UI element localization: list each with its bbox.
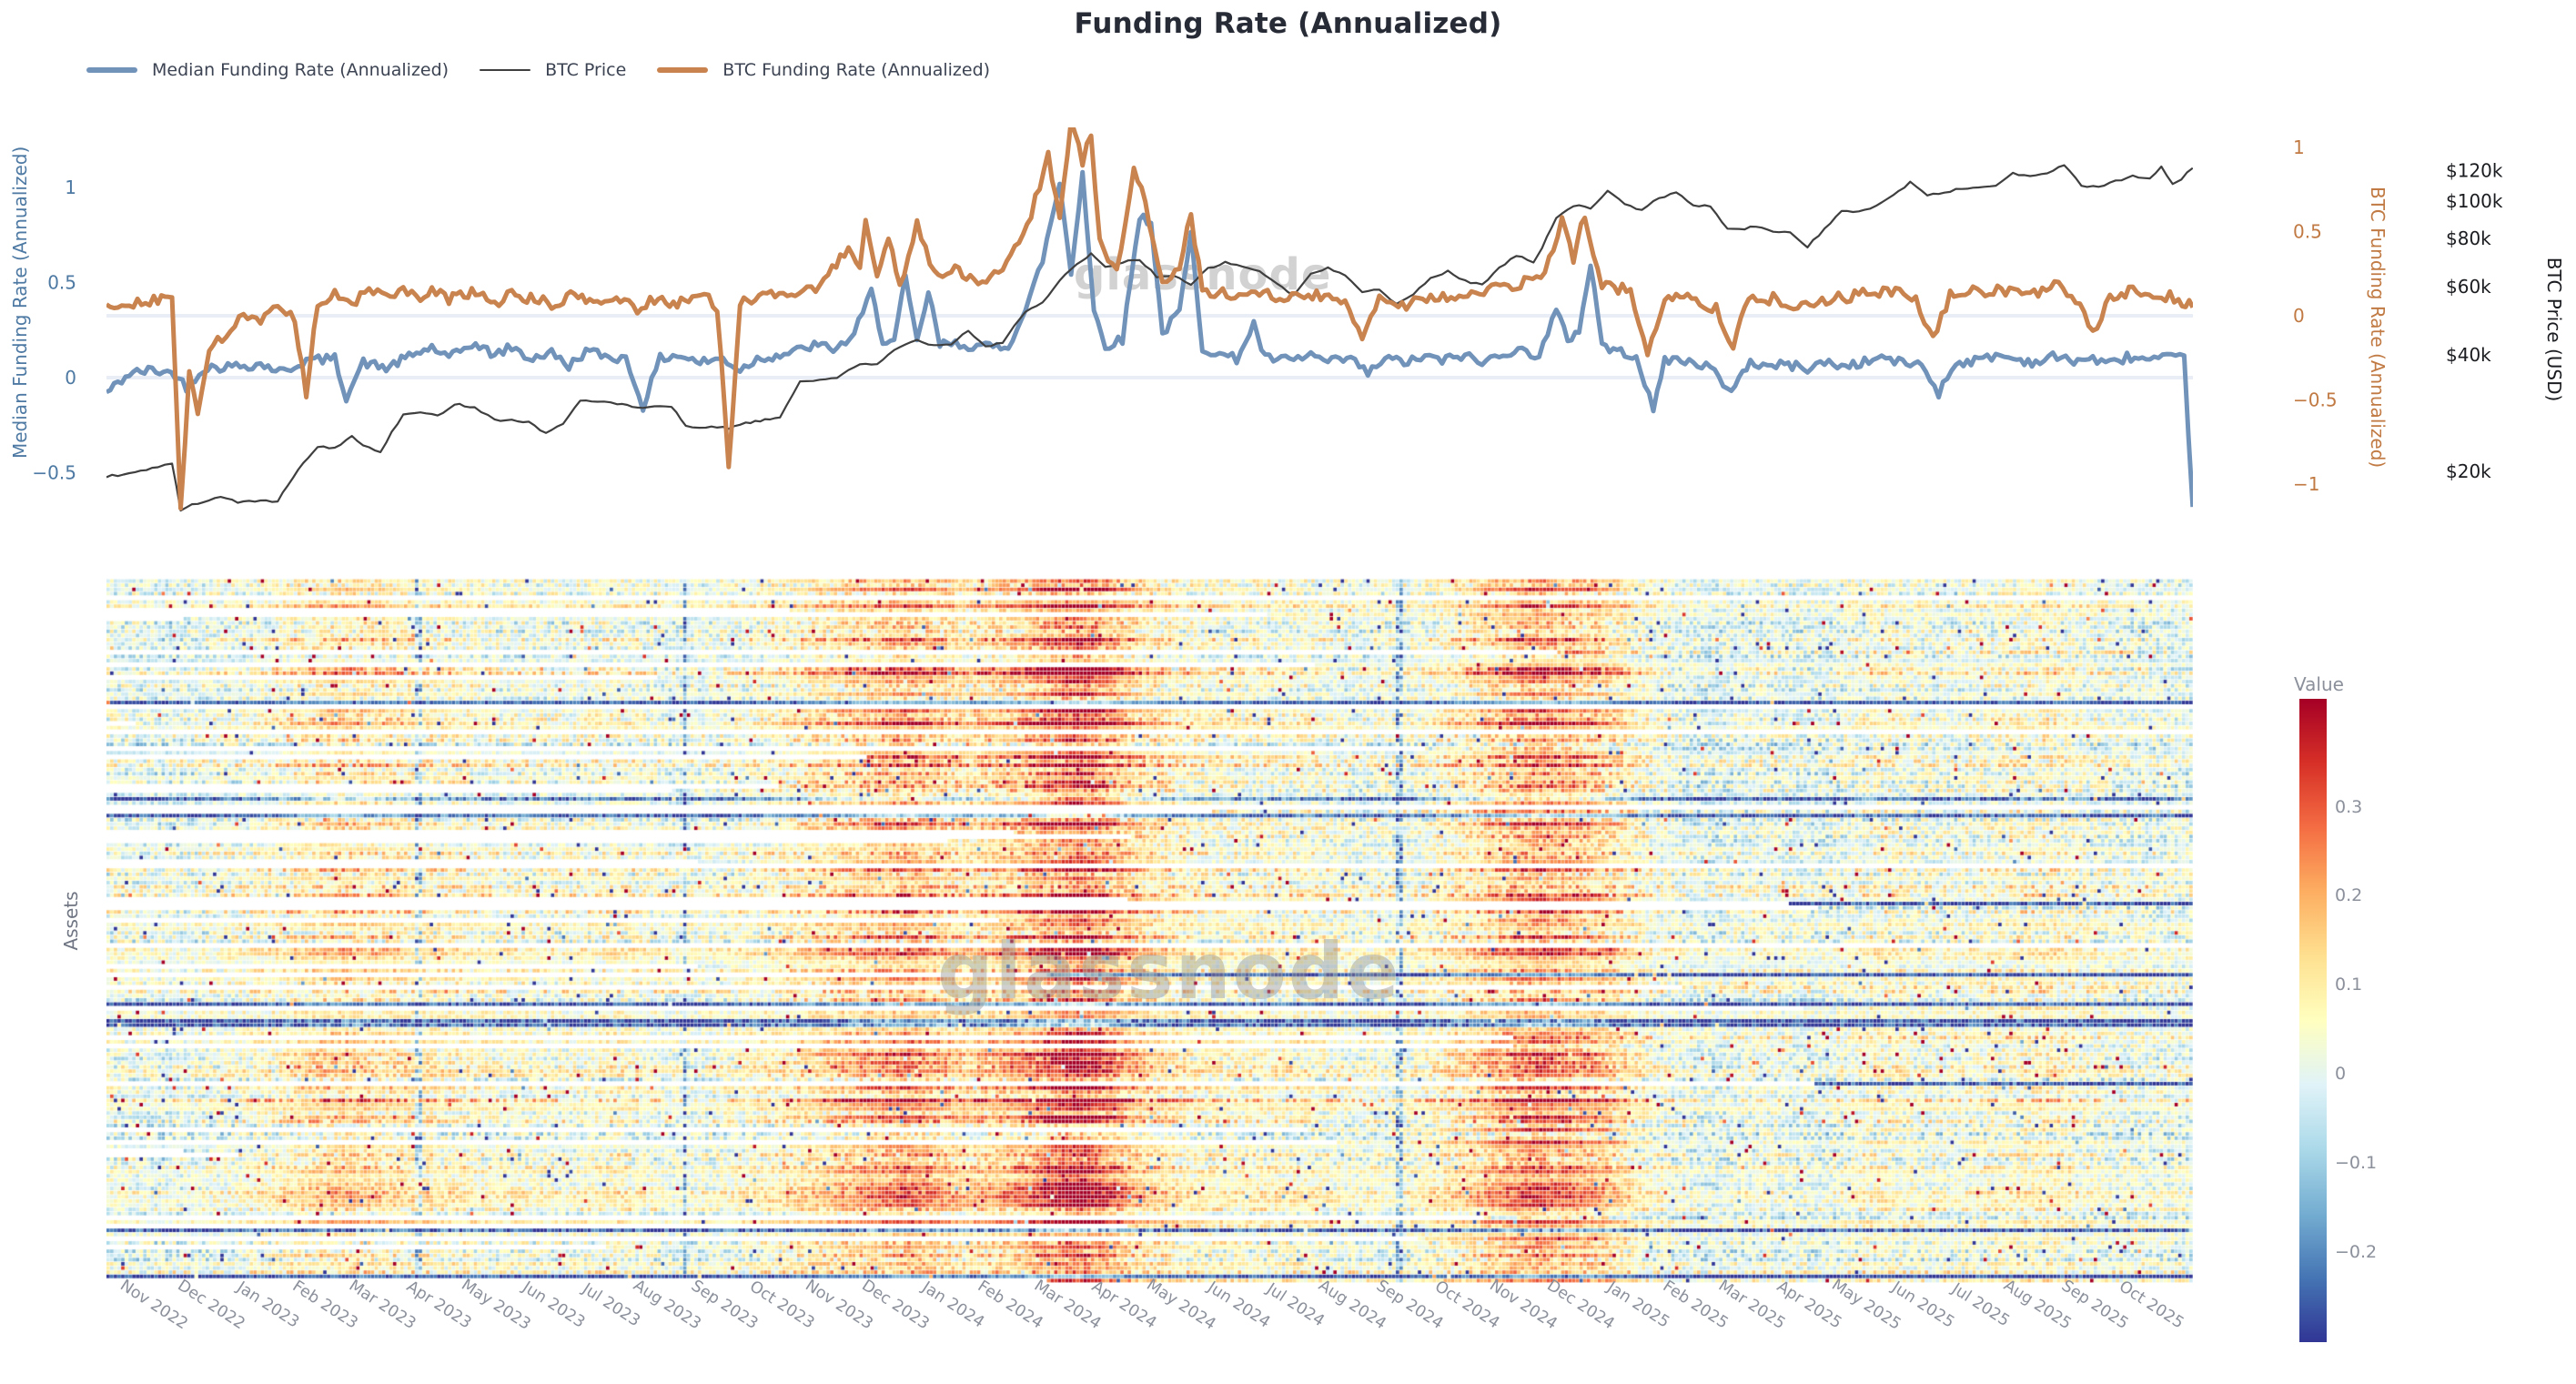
btc-price-axis-tick: $20k [2446,460,2491,482]
left-axis-tick: 1 [65,177,76,198]
legend-item-median-funding[interactable]: Median Funding Rate (Annualized) [86,60,449,80]
legend-label: BTC Price [545,60,627,80]
top-chart-root: glassnode10.50−0.510.50−0.5−1$120k$100k$… [32,127,2503,512]
legend-swatch-median-funding-icon [86,67,137,73]
btc-price-axis-title: BTC Price (USD) [2543,257,2565,402]
legend-label: Median Funding Rate (Annualized) [152,60,450,80]
assets-funding-heatmap[interactable] [106,575,2193,1283]
line-median-funding-rate-annualized- [106,169,2193,508]
colorbar-title: Value [2294,673,2344,695]
legend-swatch-btc-price-icon [480,68,531,72]
line-btc-funding-rate-annualized- [106,127,2193,511]
left-axis-tick: −0.5 [32,462,76,484]
colorbar-gradient[interactable] [2299,699,2327,1342]
btc-funding-axis-tick: 0 [2293,305,2305,327]
heatmap-y-axis-title: Assets [60,891,82,951]
colorbar-tick: 0.1 [2335,975,2363,995]
btc-price-axis-tick: $80k [2446,227,2491,249]
btc-funding-axis-tick: −0.5 [2293,389,2338,411]
legend-item-btc-funding[interactable]: BTC Funding Rate (Annualized) [657,60,990,80]
btc-price-axis-tick: $60k [2446,276,2491,298]
legend-swatch-btc-funding-icon [657,67,709,73]
btc-price-axis-tick: $100k [2446,190,2503,212]
btc-price-axis-tick: $120k [2446,159,2503,181]
left-axis-tick: 0 [65,367,76,389]
legend-label: BTC Funding Rate (Annualized) [722,60,991,80]
btc-funding-axis-tick: 1 [2293,136,2305,158]
btc-funding-axis-tick: 0.5 [2293,221,2322,243]
series-lines [106,127,2193,512]
colorbar-tick: 0 [2335,1063,2347,1084]
right-funding-axis-title: BTC Funding Rate (Annualized) [2367,187,2389,469]
legend-item-btc-price[interactable]: BTC Price [480,60,626,80]
btc-price-axis-tick: $40k [2446,344,2491,366]
left-axis-tick: 0.5 [47,272,76,294]
colorbar-tick: −0.2 [2335,1241,2378,1262]
line-btc-price [106,164,2193,512]
colorbar-tick: −0.1 [2335,1152,2378,1173]
btc-funding-axis-tick: −1 [2293,473,2319,495]
page-title: Funding Rate (Annualized) [1074,7,1502,40]
chart-legend: Median Funding Rate (Annualized) BTC Pri… [86,60,990,80]
colorbar-tick: 0.3 [2335,796,2363,817]
colorbar-tick: 0.2 [2335,885,2363,906]
left-axis-title: Median Funding Rate (Annualized) [9,146,31,459]
